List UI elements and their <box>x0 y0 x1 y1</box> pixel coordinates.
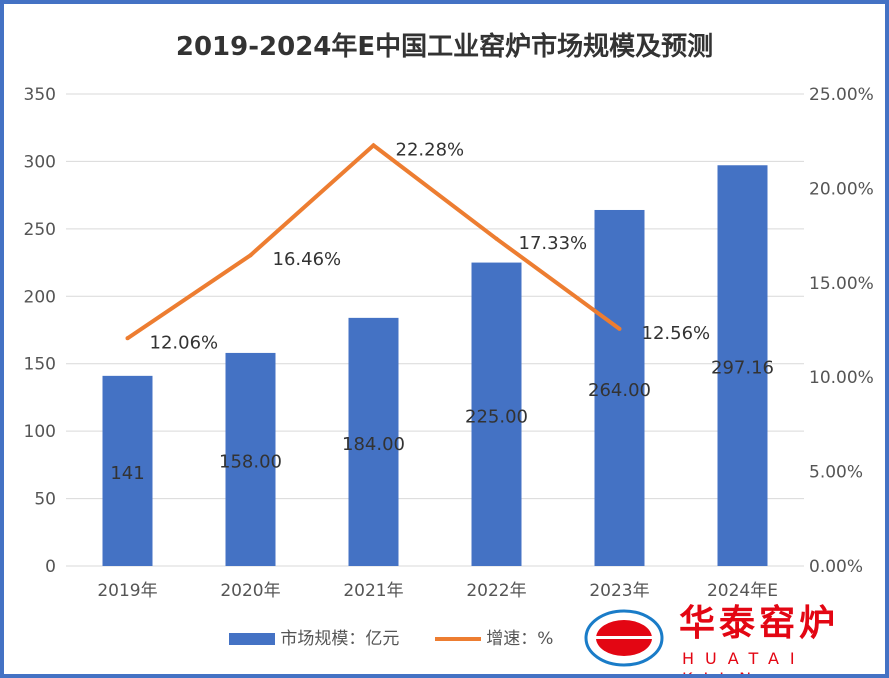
y2-tick-label: 15.00% <box>809 274 874 294</box>
x-tick-label: 2019年 <box>97 581 157 601</box>
bar <box>225 352 276 566</box>
line-data-label: 17.33% <box>519 233 588 254</box>
bar <box>348 317 399 566</box>
y2-tick-label: 5.00% <box>809 463 863 483</box>
chart-plot: 0 50 100 150 200 250 300 350 0.00% 5.00% 10.00% 15.… <box>24 85 874 601</box>
y-tick-label: 300 <box>24 152 56 172</box>
huatai-emblem-icon <box>584 609 664 667</box>
line-data-label: 12.56% <box>642 323 711 344</box>
bar <box>471 262 522 566</box>
line-data-label: 22.28% <box>396 139 465 160</box>
y-tick-label: 250 <box>24 220 56 240</box>
bar-data-label: 225.00 <box>465 406 528 427</box>
x-tick-label: 2020年 <box>220 581 280 601</box>
y2-tick-label: 0.00% <box>809 557 863 577</box>
x-tick-label: 2022年 <box>466 581 526 601</box>
bar-data-label: 184.00 <box>342 434 405 455</box>
x-tick-label: 2021年 <box>343 581 403 601</box>
y-tick-label: 50 <box>34 490 56 510</box>
logo-sub: HUATAI KILN <box>682 649 806 674</box>
y-tick-label: 0 <box>45 557 56 577</box>
y-tick-label: 150 <box>24 355 56 375</box>
y-tick-label: 200 <box>24 287 56 307</box>
y-tick-label: 350 <box>24 85 56 105</box>
bar-data-label: 297.16 <box>711 358 774 379</box>
bar-data-label: 158.00 <box>219 451 282 472</box>
y2-tick-label: 20.00% <box>809 179 874 199</box>
bar-data-label: 264.00 <box>588 380 651 401</box>
line-point <box>371 143 376 148</box>
line-point <box>617 326 622 331</box>
bar <box>594 209 645 566</box>
x-tick-label: 2024年E <box>707 581 778 601</box>
y2-tick-label: 25.00% <box>809 85 874 105</box>
line-data-label: 12.06% <box>150 332 219 353</box>
huatai-logo: 华泰窑炉 HUATAI KILN <box>584 603 884 674</box>
legend-line-swatch <box>434 637 481 641</box>
chart-title: 2019-2024年E中国工业窑炉市场规模及预测 <box>175 32 714 62</box>
legend: 市场规模：亿元 增速：% <box>229 624 553 649</box>
legend-bar-swatch <box>229 633 275 645</box>
bar-data-label: 141 <box>110 463 144 484</box>
line-data-label: 16.46% <box>273 249 342 270</box>
bar <box>717 165 768 566</box>
legend-line-label: 增速：% <box>486 629 554 649</box>
y2-tick-label: 10.00% <box>809 368 874 388</box>
logo-name: 华泰窑炉 <box>679 603 840 644</box>
bar <box>102 375 153 566</box>
legend-bar-label: 市场规模：亿元 <box>280 629 400 649</box>
line-point <box>125 336 130 341</box>
line-point <box>494 236 499 241</box>
y-tick-label: 100 <box>24 422 56 442</box>
line-point <box>248 253 253 258</box>
x-tick-label: 2023年 <box>589 581 649 601</box>
